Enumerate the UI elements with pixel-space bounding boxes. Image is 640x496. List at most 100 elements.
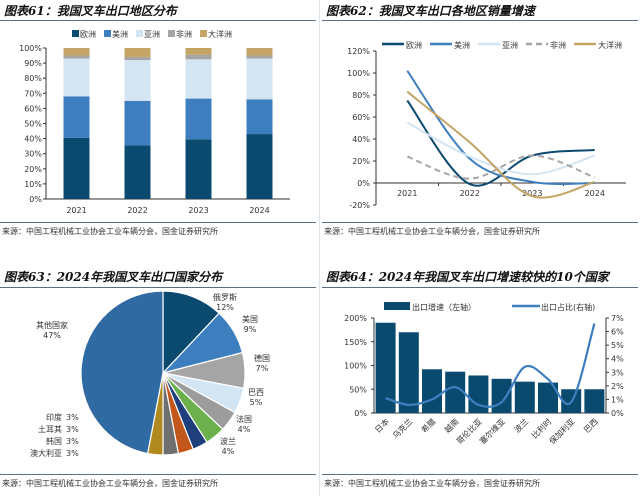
x-tick-label: 乌克兰 [390,416,414,440]
y-tick-label: 20% [24,165,42,174]
divider [0,222,316,223]
legend-label: 出口增速（左轴） [412,302,476,312]
x-tick-label: 日本 [373,416,391,434]
legend-label: 非洲 [176,29,192,39]
slice-label: 美国 [242,314,258,324]
legend-label: 亚洲 [502,41,518,50]
series-line [406,70,595,185]
bar-segment [124,60,151,101]
bar-segment [246,55,273,59]
source-note: 来源：中国工程机械工业协会工业车辆分会，国金证券研究所 [324,479,540,488]
source-note: 来源：中国工程机械工业协会工业车辆分会，国金证券研究所 [2,227,218,236]
divider [0,287,316,288]
legend-swatch [384,302,410,310]
slice-label: 韩国 [46,436,62,446]
legend-label: 欧洲 [406,40,422,50]
slice-percent: 3% [66,425,79,434]
y-tick-label: 10% [24,180,42,189]
legend-label: 出口占比(右轴) [541,302,595,312]
y-left-tick-label: 50% [349,385,367,394]
bar-segment [124,48,151,58]
bar-segment [185,59,212,99]
bar-segment [63,58,90,97]
divider [0,474,316,475]
slice-percent: 4% [238,425,251,434]
y-right-tick-label: 3% [611,368,624,377]
line-chart: -20% 0% 20% 40% 60% 80% 100% 120% 2021 2022 2023 20… [347,40,626,210]
bar-segment [246,134,273,199]
legend-swatch [200,30,207,37]
bar [584,389,605,413]
y-left-tick-label: 150% [344,338,367,347]
x-tick-label: 波兰 [512,416,530,434]
source-note: 来源：中国工程机械工业协会工业车辆分会，国金证券研究所 [324,227,540,236]
legend-swatch [168,30,175,37]
bar [514,381,535,413]
divider [322,20,638,21]
column-divider [319,0,320,496]
y-left-tick-label: 0% [354,409,367,418]
x-tick-label: 2024 [585,189,605,198]
bar [445,371,466,413]
y-tick-label: 100% [347,69,370,78]
figure-63: 图表63：2024年我国叉车出口国家分布 俄罗斯 12% 美国 9% 德国 7% 巴西 5% 法… [0,260,316,496]
x-tick-label: 越南 [442,416,460,434]
y-right-tick-label: 4% [611,355,624,364]
bar [398,332,419,413]
figure-title: 图表61：我国叉车出口地区分布 [4,4,177,18]
y-tick-label: 30% [24,150,42,159]
bar-segment [246,99,273,135]
y-tick-label: 0% [29,195,42,204]
bar-segment [124,57,151,61]
legend-swatch [136,30,143,37]
series-line [385,323,596,408]
bar-segment [63,137,90,199]
figure-title: 图表63：2024年我国叉车出口国家分布 [4,270,223,284]
y-tick-label: 80% [24,74,42,83]
slice-label: 印度 [46,412,62,422]
y-tick-label: 40% [24,135,42,144]
figure-64: 图表64：2024年我国叉车出口增速较快的10个国家 0% 50% 100% 150%… [322,260,638,496]
legend-swatch [104,30,111,37]
bar-segment [185,54,212,60]
figure-61: 图表61：我国叉车出口地区分布 0% 10% 20% 30% 40% 50% 60% 70% 8… [0,0,316,248]
slice-percent: 47% [43,331,61,340]
slice-percent: 3% [66,413,79,422]
slice-label: 德国 [254,353,270,363]
y-tick-label: 0% [357,179,370,188]
slice-label: 波兰 [220,436,236,446]
x-tick-label: 2021 [66,206,86,215]
bar [538,382,558,413]
x-tick-label: 希腊 [419,416,437,434]
stacked-bar-chart: 0% 10% 20% 30% 40% 50% 60% 70% 80% 90% 100% 2021 202… [19,29,290,215]
x-tick-label: 2023 [522,189,542,198]
bar-segment [63,55,90,59]
bar-segment [246,48,273,56]
slice-label: 法国 [236,414,252,424]
y-right-tick-label: 6% [611,328,624,337]
slice-percent: 5% [250,398,263,407]
x-tick-label: 2022 [127,206,147,215]
bar-segment [124,100,151,146]
y-tick-label: 90% [24,59,42,68]
pie-slice [80,290,164,455]
series-line [406,90,596,199]
slice-percent: 7% [256,364,269,373]
bar-segment [63,48,90,56]
bar-segment [246,58,273,100]
divider [0,20,316,21]
divider [322,474,638,475]
legend-label: 美洲 [112,29,128,39]
bar-segment [63,96,90,138]
y-right-tick-label: 1% [611,395,624,404]
slice-percent: 4% [222,447,235,456]
bar [491,378,512,413]
x-tick-label: 塞尔维亚 [477,416,507,446]
source-note: 来源：中国工程机械工业协会工业车辆分会，国金证券研究所 [2,479,218,488]
legend-label: 亚洲 [144,30,160,39]
bar-segment [185,139,212,199]
y-tick-label: 80% [352,91,370,100]
series-line [406,99,595,187]
